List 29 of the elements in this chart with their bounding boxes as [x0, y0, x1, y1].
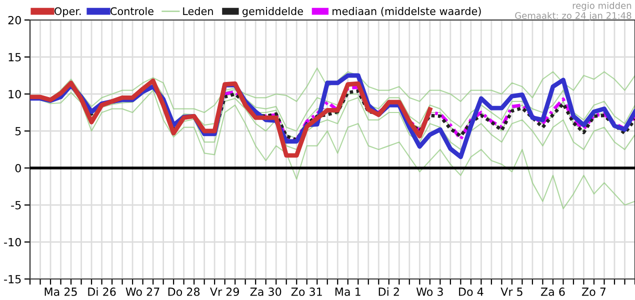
y-tick-label: 0 [15, 164, 21, 172]
y-tick-label: -10 [4, 238, 21, 246]
x-tick-label: Do 4 [459, 288, 484, 296]
text: regio midden [572, 2, 632, 11]
x-tick-label: Zo 7 [582, 288, 606, 296]
x-tick-label: Zo 31 [291, 288, 322, 296]
x-tick-label: Wo 3 [416, 288, 443, 296]
y-tick-label: 10 [8, 90, 21, 98]
x-tick-label: Vr 5 [500, 288, 522, 296]
x-tick-label: Za 6 [540, 288, 565, 296]
y-tick-label: 20 [8, 16, 21, 24]
x-tick-label: Di 26 [88, 287, 116, 296]
y-tick-label: 5 [15, 127, 21, 136]
legend-label: Leden [183, 7, 213, 16]
y-tick-label: -5 [11, 201, 21, 210]
x-tick-label: Wo 27 [126, 288, 160, 296]
x-tick-label: Ma 1 [335, 288, 360, 296]
y-tick-label: 15 [8, 53, 21, 62]
legend-label: Oper. [54, 7, 81, 18]
legend-label: Controle [110, 7, 154, 16]
legend-label: gemiddelde [242, 7, 303, 18]
x-tick-label: Ma 25 [44, 288, 77, 296]
legend-label: mediaan (middelste waarde) [332, 7, 481, 16]
x-tick-label: Di 2 [378, 287, 399, 296]
annotation: Gemaakt: zo 24 jan 21:48 [515, 12, 632, 21]
y-tick-label: -15 [4, 275, 21, 284]
x-tick-label: Do 28 [168, 288, 200, 296]
x-tick-label: Vr 29 [210, 288, 239, 296]
x-tick-label: Za 30 [250, 288, 282, 296]
